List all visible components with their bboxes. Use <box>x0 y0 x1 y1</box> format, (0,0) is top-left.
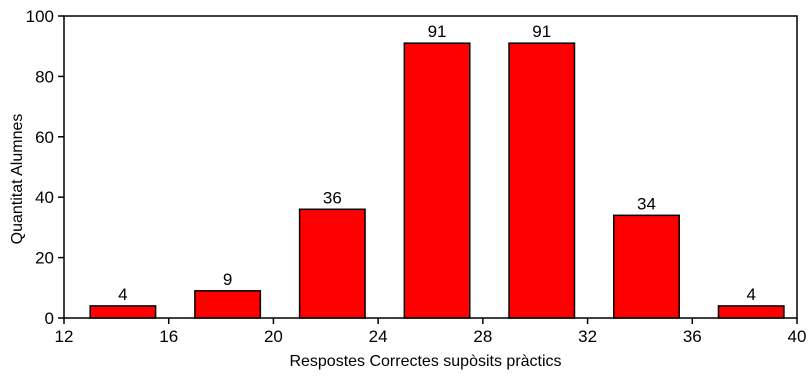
data-labels-group: 4 9 36 91 91 34 4 <box>118 22 756 304</box>
bar-5 <box>613 214 680 319</box>
y-axis-title: Quantitat Alumnes <box>9 114 26 245</box>
x-axis-title: Respostes Correctes supòsits pràctics <box>289 353 561 370</box>
x-tick-label-3: 24 <box>369 327 388 346</box>
bar-2 <box>298 208 366 319</box>
bar-1 <box>194 290 262 319</box>
bars-group <box>89 42 785 319</box>
data-label-2: 36 <box>323 188 342 207</box>
y-tick-label-5: 100 <box>26 7 54 26</box>
x-tick-label-2: 20 <box>264 327 283 346</box>
data-label-1: 9 <box>223 270 232 289</box>
x-axis-ticks: 12 16 20 24 28 32 36 40 <box>55 318 807 346</box>
data-label-3: 91 <box>428 22 447 41</box>
bar-0 <box>89 305 157 319</box>
data-label-4: 91 <box>532 22 551 41</box>
x-tick-label-5: 32 <box>578 327 597 346</box>
data-label-6: 4 <box>746 285 755 304</box>
y-tick-label-4: 80 <box>35 67 54 86</box>
data-label-5: 34 <box>637 194 656 213</box>
y-tick-label-0: 0 <box>45 309 54 328</box>
y-tick-label-2: 40 <box>35 188 54 207</box>
bar-4 <box>508 42 576 319</box>
bar-3 <box>403 42 471 319</box>
x-tick-label-6: 36 <box>683 327 702 346</box>
plot-frame <box>63 15 798 319</box>
y-axis-ticks: 0 20 40 60 80 100 <box>26 7 64 328</box>
data-label-0: 4 <box>118 285 127 304</box>
x-tick-label-7: 40 <box>788 327 807 346</box>
x-tick-label-4: 28 <box>473 327 492 346</box>
x-tick-label-1: 16 <box>159 327 178 346</box>
y-tick-label-1: 20 <box>35 249 54 268</box>
y-tick-label-3: 60 <box>35 128 54 147</box>
bar-6 <box>717 305 785 319</box>
x-tick-label-0: 12 <box>55 327 74 346</box>
